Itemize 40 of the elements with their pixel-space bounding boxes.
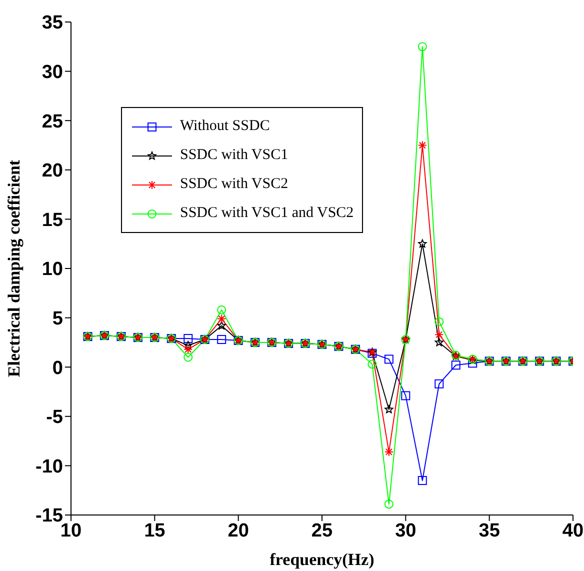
- x-axis-title: frequency(Hz): [270, 550, 374, 569]
- x-tick-label: 25: [311, 520, 333, 542]
- point: [368, 360, 377, 369]
- point: [217, 321, 226, 330]
- point: [384, 405, 394, 414]
- legend-label: Without SSDC: [180, 118, 270, 135]
- y-tick-label: 15: [42, 210, 64, 231]
- y-tick-label: 10: [42, 259, 63, 280]
- legend-label: SSDC with VSC1: [180, 147, 288, 164]
- y-tick-label: 5: [52, 308, 64, 330]
- point: [418, 42, 427, 52]
- y-tick-label: 30: [42, 62, 63, 84]
- y-tick-label: 20: [42, 160, 63, 182]
- x-tick-label: 15: [144, 520, 166, 542]
- point: [451, 360, 460, 370]
- point: [401, 391, 410, 400]
- point: [384, 354, 394, 364]
- point: [217, 334, 226, 344]
- y-axis-title: Electrical damping coefficient: [4, 160, 24, 378]
- point: [384, 500, 394, 509]
- point: [184, 334, 193, 344]
- legend-label: SSDC with VSC2: [180, 176, 288, 193]
- x-tick-label: 20: [228, 520, 249, 542]
- x-tick-label: 30: [395, 520, 416, 542]
- y-tick-label: 35: [42, 12, 64, 34]
- y-tick-label: -10: [36, 456, 63, 478]
- point: [217, 305, 226, 314]
- y-tick-label: 25: [42, 111, 64, 132]
- x-tick-label: 35: [478, 520, 500, 542]
- point: [418, 476, 427, 485]
- point: [434, 338, 444, 346]
- point: [434, 379, 444, 388]
- point: [434, 317, 444, 326]
- y-tick-label: 0: [52, 358, 63, 379]
- point: [184, 352, 193, 362]
- legend-label: SSDC with VSC1 and VSC2: [180, 205, 354, 222]
- y-tick-label: -5: [46, 407, 64, 428]
- point: [418, 239, 427, 248]
- point: [184, 340, 192, 350]
- x-tick-label: 40: [562, 520, 584, 542]
